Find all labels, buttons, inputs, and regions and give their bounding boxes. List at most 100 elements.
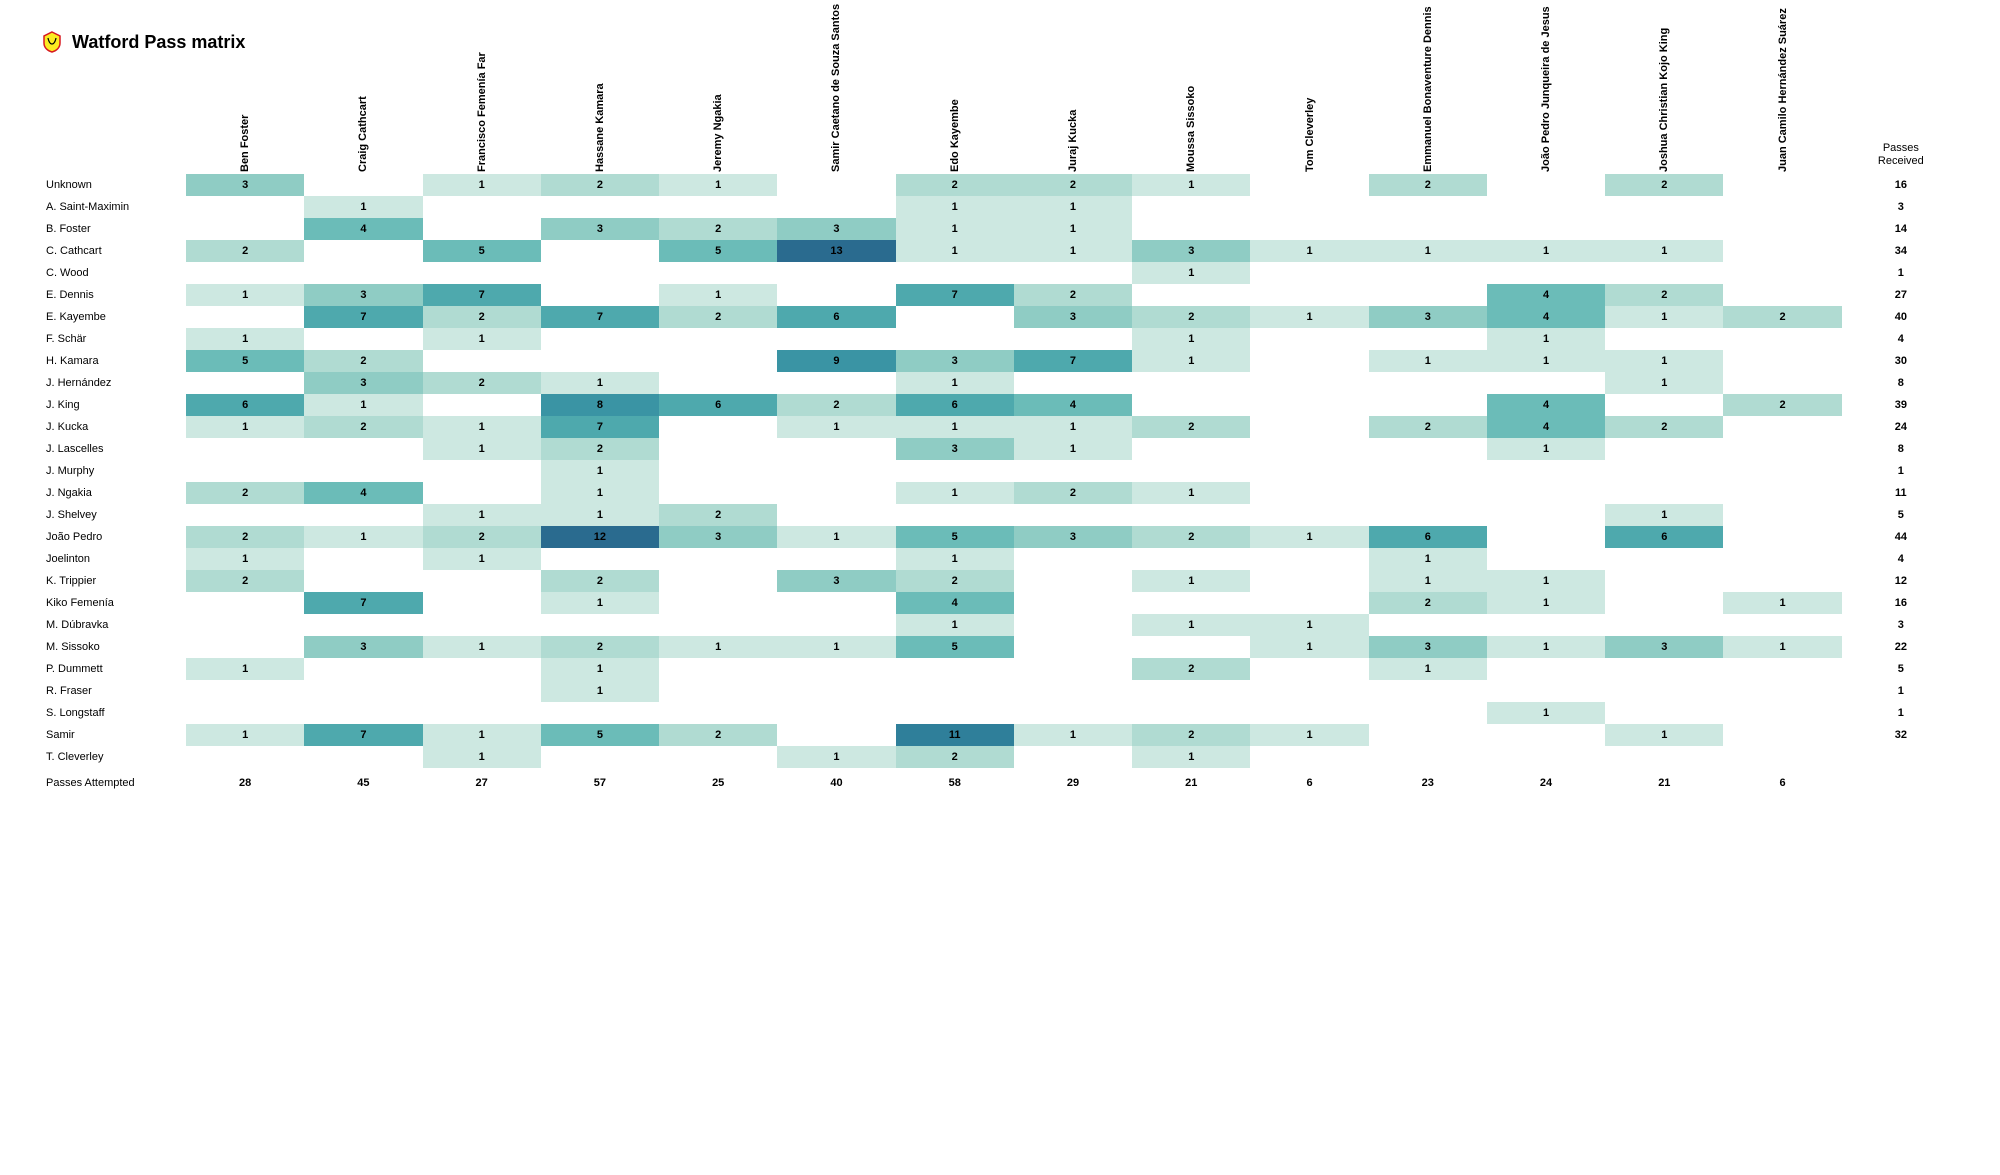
matrix-cell: 5 xyxy=(541,724,659,746)
matrix-cell xyxy=(1723,350,1841,372)
matrix-cell xyxy=(1723,570,1841,592)
matrix-cell: 3 xyxy=(1014,526,1132,548)
matrix-cell: 2 xyxy=(423,526,541,548)
row-total: 40 xyxy=(1842,306,1960,328)
matrix-cell xyxy=(304,174,422,196)
matrix-cell: 1 xyxy=(1487,438,1605,460)
matrix-cell xyxy=(1487,724,1605,746)
table-row: Unknown31212212216 xyxy=(40,174,1960,196)
matrix-cell xyxy=(1250,262,1368,284)
matrix-cell: 1 xyxy=(541,372,659,394)
table-row: B. Foster43231114 xyxy=(40,218,1960,240)
matrix-cell: 3 xyxy=(896,350,1014,372)
table-row: K. Trippier223211112 xyxy=(40,570,1960,592)
matrix-cell xyxy=(304,262,422,284)
matrix-cell xyxy=(777,680,895,702)
column-total: 45 xyxy=(304,768,422,794)
matrix-cell: 1 xyxy=(896,372,1014,394)
matrix-cell xyxy=(1605,548,1723,570)
matrix-cell: 2 xyxy=(1723,394,1841,416)
matrix-cell xyxy=(1723,328,1841,350)
matrix-cell: 6 xyxy=(777,306,895,328)
matrix-cell xyxy=(1487,504,1605,526)
matrix-cell xyxy=(659,196,777,218)
matrix-cell: 1 xyxy=(777,416,895,438)
matrix-cell xyxy=(896,702,1014,724)
matrix-cell: 1 xyxy=(1014,196,1132,218)
matrix-cell xyxy=(659,746,777,768)
matrix-cell xyxy=(1605,460,1723,482)
table-row: J. Ngakia24112111 xyxy=(40,482,1960,504)
matrix-cell: 7 xyxy=(541,306,659,328)
matrix-cell xyxy=(1132,680,1250,702)
matrix-cell: 1 xyxy=(896,218,1014,240)
row-label: E. Kayembe xyxy=(40,306,186,328)
matrix-cell xyxy=(1369,504,1487,526)
matrix-cell: 4 xyxy=(304,482,422,504)
matrix-cell: 2 xyxy=(659,724,777,746)
matrix-cell: 2 xyxy=(186,570,304,592)
matrix-cell xyxy=(1723,372,1841,394)
matrix-cell xyxy=(1014,680,1132,702)
matrix-cell: 1 xyxy=(186,328,304,350)
matrix-cell: 2 xyxy=(659,306,777,328)
matrix-cell: 2 xyxy=(896,570,1014,592)
matrix-cell xyxy=(1132,548,1250,570)
matrix-cell xyxy=(186,680,304,702)
chart-title: Watford Pass matrix xyxy=(72,32,245,53)
matrix-cell xyxy=(1014,328,1132,350)
matrix-cell xyxy=(541,262,659,284)
footer-row: Passes Attempted284527572540582921623242… xyxy=(40,768,1960,794)
matrix-cell xyxy=(1605,438,1723,460)
row-total: 14 xyxy=(1842,218,1960,240)
matrix-cell xyxy=(1723,416,1841,438)
matrix-cell xyxy=(1132,460,1250,482)
matrix-cell: 1 xyxy=(304,526,422,548)
row-label: João Pedro xyxy=(40,526,186,548)
matrix-cell xyxy=(1605,746,1723,768)
matrix-cell xyxy=(896,306,1014,328)
matrix-cell: 2 xyxy=(1014,482,1132,504)
matrix-cell: 1 xyxy=(1605,504,1723,526)
matrix-cell: 6 xyxy=(1369,526,1487,548)
matrix-cell xyxy=(304,460,422,482)
matrix-cell xyxy=(1605,196,1723,218)
matrix-cell xyxy=(777,284,895,306)
matrix-cell xyxy=(304,702,422,724)
row-total: 4 xyxy=(1842,328,1960,350)
row-total: 12 xyxy=(1842,570,1960,592)
row-label: H. Kamara xyxy=(40,350,186,372)
matrix-cell xyxy=(1250,570,1368,592)
matrix-cell xyxy=(1487,460,1605,482)
matrix-cell xyxy=(423,592,541,614)
matrix-cell xyxy=(659,570,777,592)
matrix-cell xyxy=(304,240,422,262)
matrix-cell: 2 xyxy=(1369,416,1487,438)
row-total: 24 xyxy=(1842,416,1960,438)
matrix-cell xyxy=(1014,262,1132,284)
matrix-cell xyxy=(423,570,541,592)
matrix-cell: 2 xyxy=(896,174,1014,196)
passes-attempted-label: Passes Attempted xyxy=(40,768,186,794)
table-row: H. Kamara52937111130 xyxy=(40,350,1960,372)
matrix-cell: 9 xyxy=(777,350,895,372)
row-total: 30 xyxy=(1842,350,1960,372)
matrix-cell xyxy=(777,724,895,746)
matrix-cell xyxy=(1250,174,1368,196)
matrix-cell xyxy=(659,614,777,636)
matrix-cell: 1 xyxy=(1605,350,1723,372)
column-header: Craig Cathcart xyxy=(304,58,422,174)
table-row: J. Kucka1217111224224 xyxy=(40,416,1960,438)
table-row: J. Shelvey11215 xyxy=(40,504,1960,526)
matrix-cell xyxy=(777,504,895,526)
table-row: Samir1715211121132 xyxy=(40,724,1960,746)
matrix-cell xyxy=(1723,218,1841,240)
matrix-cell: 3 xyxy=(1132,240,1250,262)
matrix-cell xyxy=(423,394,541,416)
matrix-cell xyxy=(1014,372,1132,394)
matrix-cell xyxy=(777,548,895,570)
matrix-cell xyxy=(659,482,777,504)
row-label: J. Murphy xyxy=(40,460,186,482)
matrix-cell xyxy=(1014,592,1132,614)
matrix-cell: 1 xyxy=(186,548,304,570)
